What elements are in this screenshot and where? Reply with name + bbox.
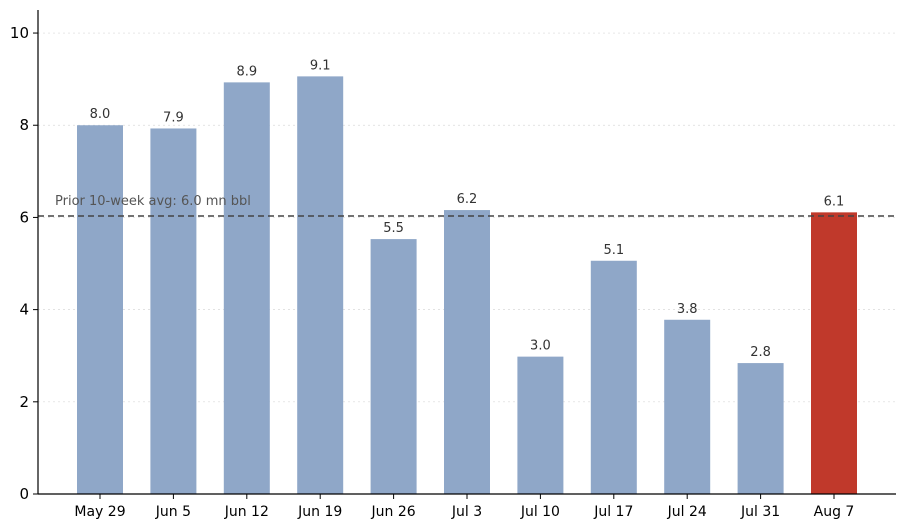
y-tick-label: 0 [19,485,29,503]
bar [444,210,490,494]
bar [811,212,857,494]
bar [664,319,711,494]
x-tick-label: Jul 24 [667,504,707,520]
x-tick-label: Jun 19 [297,504,342,520]
bar-value-label: 8.0 [90,107,111,122]
bar [737,363,784,494]
bar [223,82,270,495]
bar [150,128,197,494]
y-tick-label: 4 [19,301,29,319]
bar-value-label: 3.8 [677,302,698,317]
bar [370,239,417,494]
bar [517,356,564,494]
bars-layer [77,76,857,495]
bar-value-label: 6.2 [457,192,478,207]
bar-value-label: 3.0 [530,339,551,354]
y-tick-label: 2 [19,393,29,411]
y-ticks-layer: 0 2 4 6 8 10 [10,24,38,503]
x-tick-label: Jul 17 [593,504,633,520]
bar-value-label: 8.9 [236,64,257,79]
reference-line-label: Prior 10-week avg: 6.0 mn bbl [55,194,251,209]
y-tick-label: 6 [19,208,29,226]
bar [590,260,637,494]
x-tick-label: Aug 7 [814,504,855,520]
x-tick-label: Jul 31 [740,504,780,520]
bar-value-label: 9.1 [310,58,331,73]
y-tick-label: 10 [10,24,29,42]
bar-value-label: 7.9 [163,110,184,125]
x-ticks-layer: May 29 Jun 5 Jun 12 Jun 19 Jun 26 Jul 3 Jul 10… [74,494,854,520]
bar [77,125,123,494]
bar [297,76,344,495]
x-tick-label: Jun 26 [371,504,416,520]
bar-value-label: 6.1 [824,194,845,209]
bar-value-label: 5.5 [383,221,404,236]
bar-value-label: 2.8 [750,345,771,360]
x-tick-label: Jul 10 [520,504,560,520]
x-tick-label: May 29 [74,504,125,520]
x-tick-label: Jul 3 [451,504,482,520]
reference-line-layer: Prior 10-week avg: 6.0 mn bbl [38,194,896,217]
x-tick-label: Jun 12 [224,504,269,520]
data-labels-layer: 8.0 7.9 8.9 9.1 5.5 6.2 3.0 5.1 3.8 2.8 6.1 [90,58,845,360]
x-tick-label: Jun 5 [155,504,191,520]
bar-value-label: 5.1 [603,243,624,258]
y-tick-label: 8 [19,116,29,134]
